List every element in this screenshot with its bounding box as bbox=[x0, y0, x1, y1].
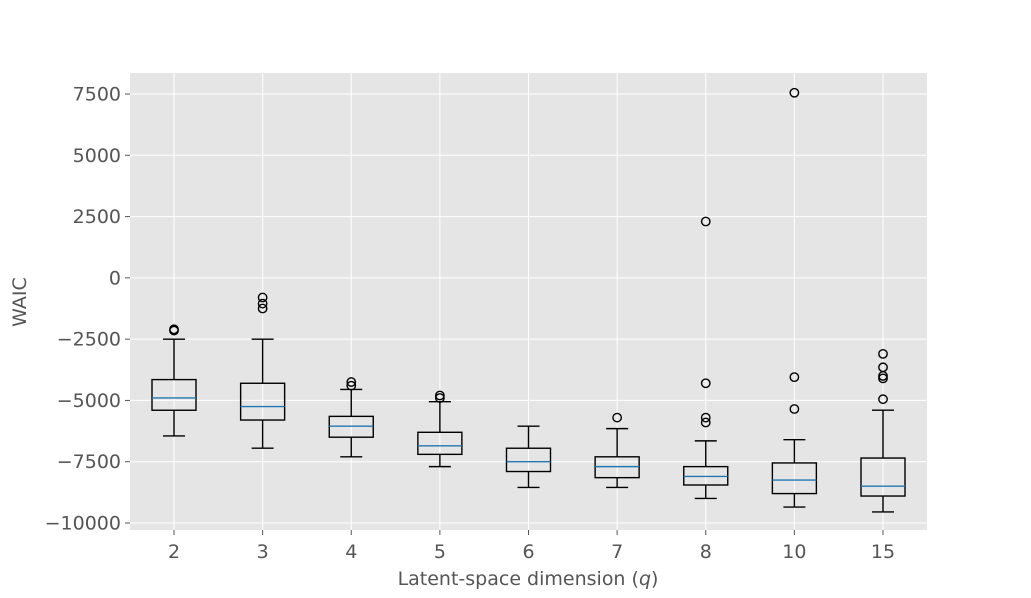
outlier-point bbox=[700, 412, 711, 423]
outlier-point bbox=[612, 412, 623, 423]
outlier-point bbox=[346, 380, 357, 391]
outlier-point bbox=[789, 404, 800, 414]
outlier-point bbox=[700, 216, 711, 227]
x-tick-label: 15 bbox=[871, 541, 895, 563]
outlier-point bbox=[346, 377, 357, 387]
box-iqr bbox=[860, 457, 906, 497]
outlier-point bbox=[257, 298, 268, 309]
outlier-point bbox=[257, 303, 268, 314]
outlier-point bbox=[789, 87, 800, 98]
x-axis-label-end: ) bbox=[651, 568, 658, 590]
outlier-point bbox=[878, 348, 888, 359]
x-axis-label-start: Latent-space dimension ( bbox=[398, 568, 639, 590]
x-axis-ticks: 2 3 4 5 6 7 8 10 15 bbox=[168, 530, 895, 563]
y-tick-label: 7500 bbox=[73, 84, 121, 106]
y-axis-label: WAIC bbox=[9, 277, 31, 327]
box-group-6 bbox=[505, 425, 552, 489]
y-axis-ticks: −10000 −7500 −5000 −2500 0 2500 5000 7500 bbox=[45, 84, 130, 535]
box-iqr bbox=[417, 431, 463, 456]
x-tick-label: 2 bbox=[168, 541, 180, 563]
x-axis-label: Latent-space dimension (q) bbox=[398, 568, 659, 590]
box-group-15 bbox=[860, 348, 906, 513]
outlier-point bbox=[169, 325, 179, 336]
y-tick-label: 0 bbox=[109, 267, 121, 289]
box-group-5 bbox=[417, 390, 463, 468]
y-tick-label: 2500 bbox=[73, 206, 121, 228]
x-tick-label: 3 bbox=[257, 541, 269, 563]
boxes bbox=[151, 87, 906, 513]
box-iqr bbox=[771, 462, 818, 495]
x-tick-label: 10 bbox=[782, 541, 806, 563]
outlier-point bbox=[434, 393, 445, 403]
x-tick-label: 5 bbox=[434, 541, 446, 563]
outlier-point bbox=[878, 394, 888, 405]
y-tick-label: 5000 bbox=[73, 145, 121, 167]
x-tick-label: 8 bbox=[700, 541, 712, 563]
box-group-10 bbox=[771, 87, 818, 508]
x-tick-label: 6 bbox=[522, 541, 534, 563]
box-group-7 bbox=[594, 412, 640, 489]
box-iqr bbox=[505, 447, 552, 473]
outlier-point bbox=[700, 378, 711, 389]
box-group-8 bbox=[683, 216, 729, 500]
box-iqr bbox=[239, 382, 286, 421]
box-iqr bbox=[151, 378, 197, 411]
outlier-point bbox=[789, 372, 800, 383]
outlier-point bbox=[257, 292, 268, 303]
x-tick-label: 7 bbox=[611, 541, 623, 563]
outlier-point bbox=[700, 417, 711, 428]
outlier-point bbox=[878, 373, 888, 384]
box-group-3 bbox=[239, 292, 286, 449]
x-tick-label: 4 bbox=[345, 541, 357, 563]
y-tick-label: −10000 bbox=[45, 513, 121, 535]
y-tick-label: −7500 bbox=[57, 451, 121, 473]
y-tick-label: −2500 bbox=[57, 329, 121, 351]
box-group-4 bbox=[328, 377, 374, 458]
x-axis-label-symbol: q bbox=[639, 568, 651, 590]
box-group-2 bbox=[151, 324, 197, 437]
y-tick-label: −5000 bbox=[57, 390, 121, 412]
